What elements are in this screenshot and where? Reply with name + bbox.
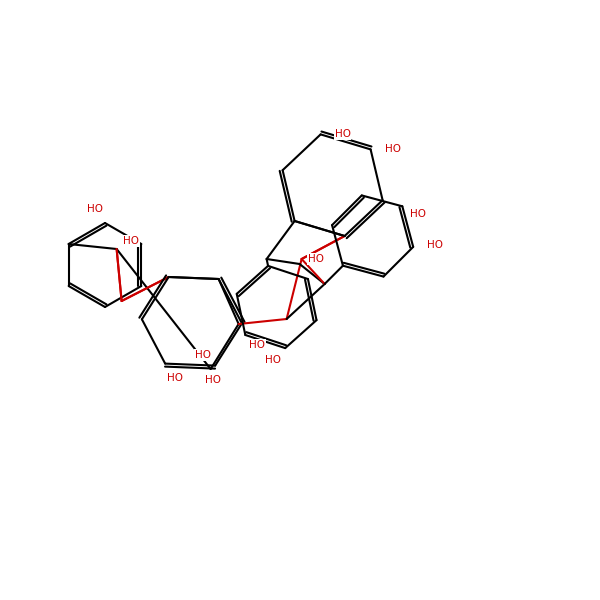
Text: HO: HO — [87, 204, 103, 214]
Text: HO: HO — [194, 350, 211, 360]
Text: HO: HO — [410, 209, 427, 220]
Text: HO: HO — [205, 374, 221, 385]
Text: HO: HO — [265, 355, 281, 365]
Text: HO: HO — [385, 145, 401, 154]
Text: HO: HO — [124, 236, 139, 246]
Text: HO: HO — [250, 340, 265, 350]
Text: HO: HO — [335, 130, 350, 139]
Text: HO: HO — [167, 373, 183, 383]
Text: HO: HO — [427, 240, 443, 250]
Text: HO: HO — [308, 254, 323, 264]
